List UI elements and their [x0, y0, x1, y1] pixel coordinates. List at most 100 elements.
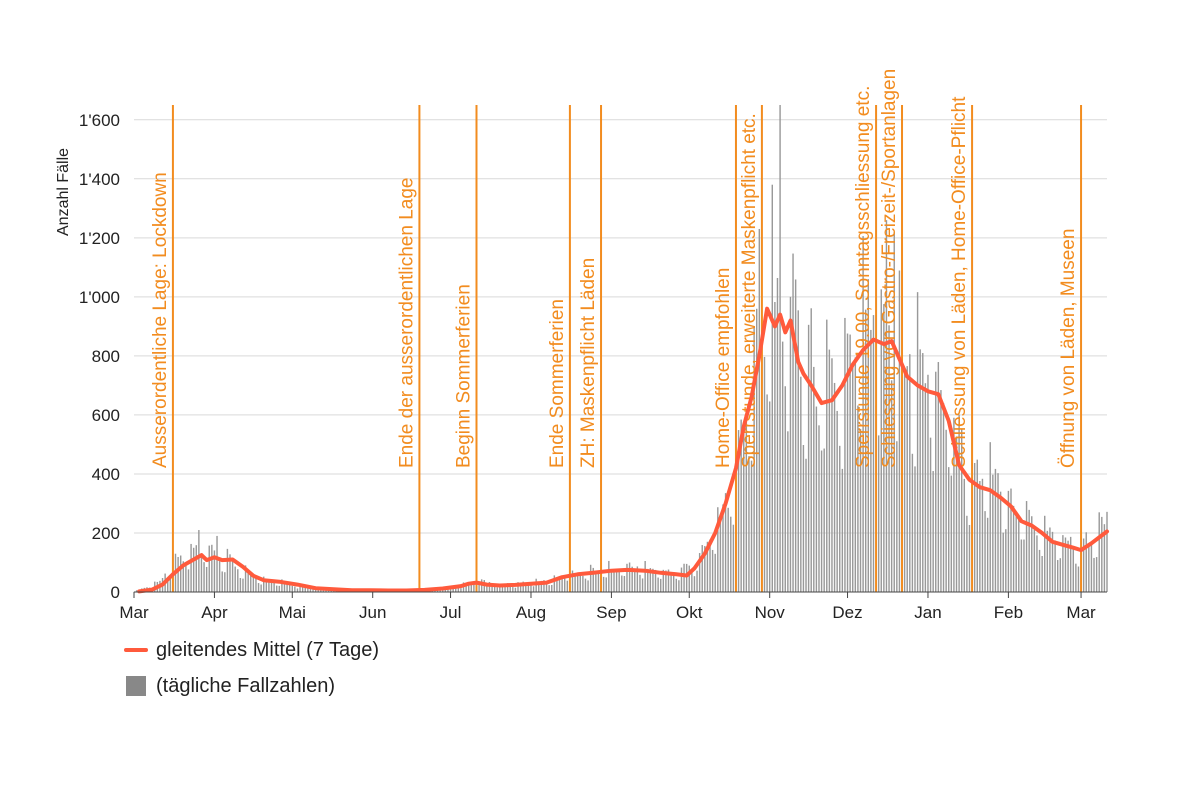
daily-bar [950, 475, 953, 592]
daily-bar [299, 585, 301, 592]
daily-bar [929, 437, 932, 592]
daily-bar [802, 445, 805, 592]
daily-bar [654, 569, 657, 592]
daily-bar [898, 270, 901, 592]
daily-bar [724, 493, 727, 592]
event-label: Sperrstunde 19.00, Sonntagsschliessung e… [853, 86, 874, 468]
daily-bar [781, 341, 784, 592]
daily-bar [984, 511, 986, 592]
daily-bar [683, 563, 685, 592]
daily-bar [566, 580, 569, 592]
daily-bar [979, 481, 981, 592]
y-tick-label: 800 [92, 347, 120, 366]
daily-bar [1038, 549, 1041, 592]
daily-bar [255, 577, 257, 592]
daily-bar [582, 575, 584, 592]
daily-bar [234, 566, 236, 592]
daily-bar [610, 569, 613, 592]
event-label: Sperrstunde, erweiterte Maskenpflicht et… [739, 113, 760, 468]
legend-line-swatch [124, 648, 148, 652]
legend-bar-label: (tägliche Fallzahlen) [156, 674, 335, 697]
daily-bar [1085, 532, 1087, 592]
daily-bar [665, 570, 667, 592]
daily-bar [460, 588, 462, 592]
daily-bar [877, 435, 880, 592]
daily-bar [696, 570, 698, 592]
daily-bar [203, 562, 205, 592]
daily-bar [818, 425, 820, 592]
daily-bar [823, 448, 825, 592]
daily-bar [981, 478, 984, 592]
daily-bar [870, 329, 872, 592]
daily-bar [688, 565, 690, 592]
daily-bar [672, 572, 675, 592]
daily-bar [704, 546, 706, 592]
daily-bar [185, 565, 187, 592]
daily-bar [296, 588, 299, 592]
daily-bar [543, 580, 545, 592]
daily-bar [224, 572, 226, 592]
daily-bar [1056, 560, 1059, 592]
daily-bar [1067, 540, 1069, 592]
daily-bar [701, 545, 703, 592]
daily-bar [1036, 535, 1038, 592]
daily-bar [813, 366, 815, 592]
daily-bar [1077, 566, 1080, 592]
daily-bar [750, 460, 753, 592]
daily-bar [270, 580, 273, 592]
daily-bar [885, 220, 888, 593]
daily-bar [247, 572, 249, 592]
daily-bar [1095, 557, 1098, 592]
daily-bar [1018, 518, 1020, 592]
daily-bar [678, 580, 680, 592]
daily-bar [691, 569, 693, 592]
daily-bar [522, 581, 524, 592]
daily-bar [1069, 536, 1072, 592]
legend-bar-swatch [126, 676, 146, 696]
daily-bar [1101, 516, 1103, 592]
x-tick-label: Mar [119, 603, 149, 622]
daily-bar [748, 456, 750, 592]
daily-bar [836, 410, 838, 592]
daily-bar [623, 575, 626, 592]
daily-bar [753, 326, 755, 592]
daily-bar [540, 580, 543, 592]
daily-bar [717, 507, 719, 592]
daily-bar [660, 578, 662, 592]
daily-bar [789, 296, 792, 592]
x-tick-label: Aug [516, 603, 546, 622]
daily-bar [218, 561, 221, 592]
y-tick-label: 1'200 [79, 229, 120, 248]
daily-bar [911, 453, 914, 592]
daily-bar [942, 403, 945, 592]
daily-bar [776, 277, 779, 592]
daily-bar [213, 550, 216, 592]
daily-bar [242, 578, 244, 592]
daily-bar [888, 325, 890, 592]
daily-bar [263, 576, 265, 592]
daily-bar [221, 571, 223, 592]
daily-bar [1088, 544, 1090, 592]
daily-bar [195, 545, 197, 592]
daily-bar [314, 589, 317, 592]
daily-bar [530, 585, 532, 592]
daily-bar [810, 308, 812, 592]
daily-bar [535, 578, 537, 592]
daily-bar [779, 105, 781, 592]
daily-bar [841, 468, 844, 592]
daily-bar [989, 442, 991, 592]
daily-bar [564, 577, 566, 592]
daily-bar [312, 588, 314, 592]
daily-bar [1098, 512, 1100, 592]
moving-average-line [137, 306, 1109, 594]
daily-bar [963, 478, 966, 592]
daily-bar [862, 236, 864, 592]
daily-bar [257, 583, 260, 592]
daily-bar [226, 548, 229, 592]
line-layer [137, 306, 1109, 594]
daily-bar [740, 419, 742, 592]
daily-bar [864, 309, 867, 592]
daily-bar [275, 585, 278, 592]
daily-bar [187, 569, 190, 592]
